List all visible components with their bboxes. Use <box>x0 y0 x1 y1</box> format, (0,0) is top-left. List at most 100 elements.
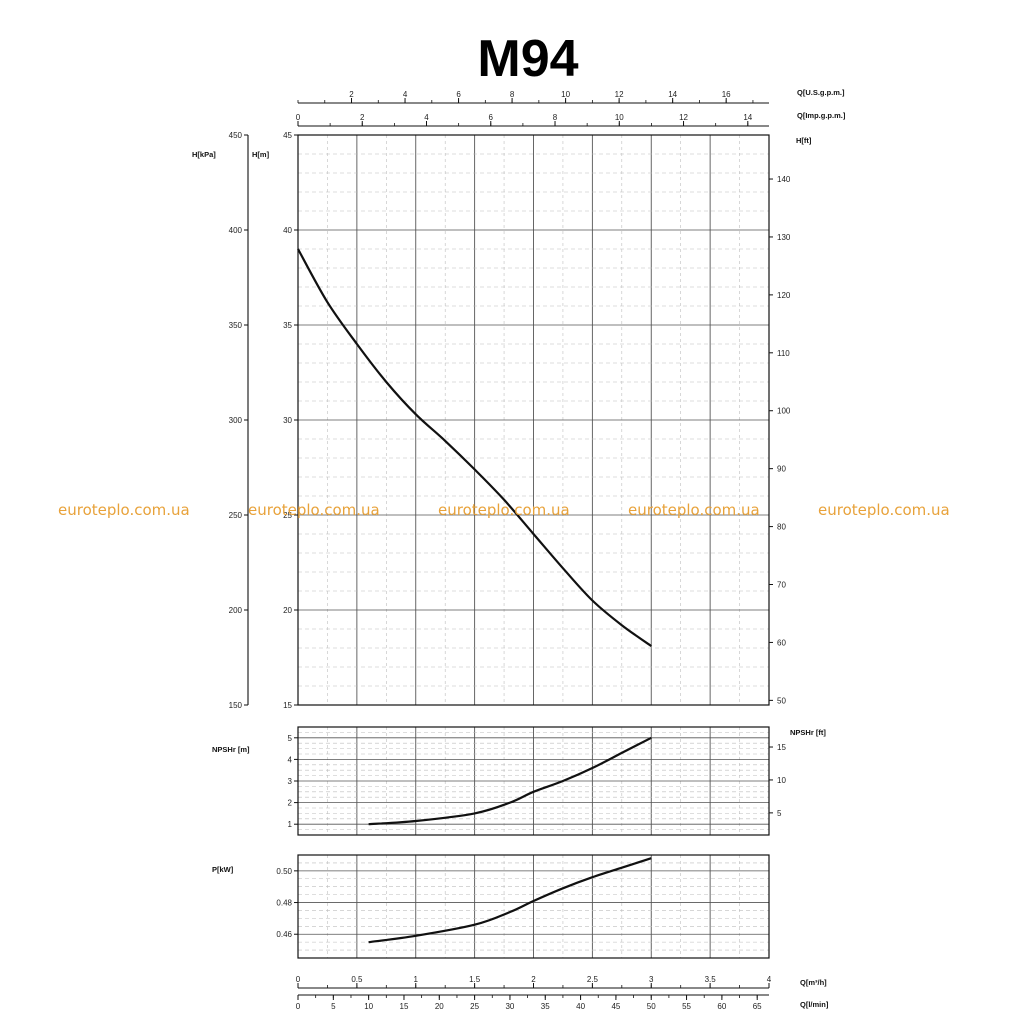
y-tick-label-power: 0.50 <box>276 867 292 876</box>
y-tick-label-power: 0.46 <box>276 930 292 939</box>
bottom-m3h-axis-tick-label: 0.5 <box>351 975 363 984</box>
bottom-m3h-axis-tick-label: 2 <box>531 975 536 984</box>
kpa-tick-label: 150 <box>229 701 243 710</box>
bottom-m3h-axis-tick-label: 2.5 <box>587 975 599 984</box>
axes-layer: 1520253035404550607080901001101201301401… <box>229 90 791 1011</box>
bottom-lmin-axis-tick-label: 20 <box>435 1002 444 1011</box>
y-tick-label-npsh: 1 <box>288 820 293 829</box>
kpa-tick-label: 200 <box>229 606 243 615</box>
top-usgpm-axis-tick-label: 2 <box>349 90 354 99</box>
bottom-lmin-axis-tick-label: 10 <box>364 1002 373 1011</box>
bottom-lmin-axis-tick-label: 40 <box>576 1002 585 1011</box>
y-tick-label-npsh: 3 <box>288 777 293 786</box>
top-usgpm-axis-tick-label: 10 <box>561 90 570 99</box>
bottom-lmin-label: Q[l/min] <box>800 1000 829 1009</box>
y-tick-ft-label-head: 110 <box>777 349 790 358</box>
bottom-m3h-label-visible: Q[m³/h] <box>800 978 827 987</box>
head-kpa-label: H[kPa] <box>192 150 216 159</box>
y-tick-ft-label-npsh: 10 <box>777 776 786 785</box>
bottom-lmin-axis-tick-label: 35 <box>541 1002 550 1011</box>
y-tick-label-head: 30 <box>283 416 292 425</box>
bottom-m3h-axis-tick-label: 1.5 <box>469 975 481 984</box>
top-usgpm-axis-tick-label: 16 <box>722 90 731 99</box>
grid-layer <box>298 135 769 958</box>
y-tick-label-head: 25 <box>283 511 292 520</box>
curve-npsh <box>368 736 652 826</box>
bottom-m3h-axis-tick-label: 3.5 <box>705 975 717 984</box>
npsh-m-label: NPSHr [m] <box>212 745 250 754</box>
watermark-text: euroteplo.com.ua <box>58 501 190 519</box>
top-impgpm-axis-tick-label: 8 <box>553 113 558 122</box>
watermark-text: euroteplo.com.ua <box>248 501 380 519</box>
y-tick-label-head: 20 <box>283 606 292 615</box>
bottom-lmin-axis-tick-label: 50 <box>647 1002 656 1011</box>
y-tick-label-head: 45 <box>283 131 292 140</box>
bottom-m3h-axis-tick-label: 0 <box>296 975 301 984</box>
head-ft-label: H[ft] <box>796 136 812 145</box>
top-impgpm-axis-tick-label: 4 <box>424 113 429 122</box>
y-tick-ft-label-head: 130 <box>777 233 791 242</box>
bottom-lmin-axis-tick-label: 60 <box>717 1002 726 1011</box>
bottom-m3h-axis-tick-label: 4 <box>767 975 772 984</box>
y-tick-ft-label-head: 70 <box>777 581 786 590</box>
y-tick-ft-label-npsh: 5 <box>777 809 782 818</box>
top-usgpm-axis-tick-label: 14 <box>668 90 677 99</box>
top-impgpm-axis-tick-label: 14 <box>743 113 752 122</box>
kpa-tick-label: 300 <box>229 416 243 425</box>
watermark-text: euroteplo.com.ua <box>438 501 570 519</box>
bottom-lmin-axis-tick-label: 0 <box>296 1002 301 1011</box>
top-impgpm-axis-tick-label: 0 <box>296 113 301 122</box>
bottom-lmin-axis-tick-label: 55 <box>682 1002 691 1011</box>
y-tick-label-head: 35 <box>283 321 292 330</box>
top-impgpm-axis-tick-label: 6 <box>489 113 494 122</box>
y-tick-ft-label-head: 90 <box>777 465 786 474</box>
bottom-m3h-axis-tick-label: 3 <box>649 975 654 984</box>
bottom-lmin-axis-tick-label: 65 <box>753 1002 762 1011</box>
watermark-text: euroteplo.com.ua <box>628 501 760 519</box>
y-tick-label-head: 40 <box>283 226 292 235</box>
y-tick-ft-label-npsh: 15 <box>777 743 786 752</box>
top-impgpm-axis-tick-label: 12 <box>679 113 688 122</box>
top-impgpm-axis-tick-label: 10 <box>615 113 624 122</box>
top-impgpm-axis-tick-label: 2 <box>360 113 365 122</box>
axis-labels-layer: Q[U.S.g.p.m.] Q[Imp.g.p.m.] H[kPa] H[m] … <box>192 88 846 1009</box>
y-tick-label-npsh: 2 <box>288 799 293 808</box>
kpa-tick-label: 400 <box>229 226 243 235</box>
top-impgpm-label: Q[Imp.g.p.m.] <box>797 111 846 120</box>
top-usgpm-axis-tick-label: 4 <box>403 90 408 99</box>
y-tick-ft-label-head: 120 <box>777 291 791 300</box>
bottom-lmin-axis-tick-label: 15 <box>400 1002 409 1011</box>
curves-layer <box>297 248 652 944</box>
y-tick-ft-label-head: 100 <box>777 407 791 416</box>
top-usgpm-axis-tick-label: 6 <box>456 90 461 99</box>
y-tick-ft-label-head: 80 <box>777 523 786 532</box>
kpa-tick-label: 350 <box>229 321 243 330</box>
panel-frame-power <box>297 854 770 959</box>
top-usgpm-axis-tick-label: 12 <box>615 90 624 99</box>
chart-title: M94 <box>477 30 578 88</box>
power-label: P[kW] <box>212 865 234 874</box>
y-tick-label-npsh: 5 <box>288 734 293 743</box>
y-tick-ft-label-head: 60 <box>777 638 786 647</box>
y-tick-ft-label-head: 140 <box>777 175 791 184</box>
curve-head <box>297 248 652 648</box>
kpa-tick-label: 250 <box>229 511 243 520</box>
bottom-lmin-axis-tick-label: 45 <box>611 1002 620 1011</box>
bottom-lmin-axis-tick-label: 5 <box>331 1002 336 1011</box>
curve-power <box>368 857 652 944</box>
top-usgpm-label: Q[U.S.g.p.m.] <box>797 88 845 97</box>
bottom-lmin-axis-tick-label: 30 <box>505 1002 514 1011</box>
kpa-tick-label: 450 <box>229 131 243 140</box>
head-m-label: H[m] <box>252 150 270 159</box>
top-usgpm-axis-tick-label: 8 <box>510 90 515 99</box>
y-tick-ft-label-head: 50 <box>777 696 786 705</box>
watermark-row: euroteplo.com.ua euroteplo.com.ua eurotepl… <box>58 501 950 519</box>
npsh-ft-label: NPSHr [ft] <box>790 728 826 737</box>
y-tick-label-power: 0.48 <box>276 899 292 908</box>
watermark-text: euroteplo.com.ua <box>818 501 950 519</box>
bottom-lmin-axis-tick-label: 25 <box>470 1002 479 1011</box>
y-tick-label-npsh: 4 <box>288 755 293 764</box>
bottom-m3h-axis-tick-label: 1 <box>414 975 419 984</box>
y-tick-label-head: 15 <box>283 701 292 710</box>
